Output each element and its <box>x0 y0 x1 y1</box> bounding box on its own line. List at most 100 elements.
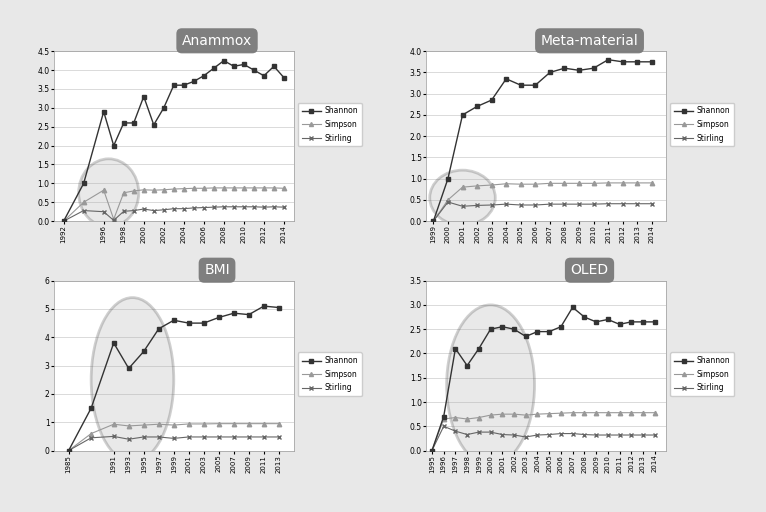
Stirling <box>568 431 578 437</box>
Simpson <box>458 184 467 190</box>
Simpson <box>574 180 584 186</box>
Simpson <box>647 180 656 186</box>
Shannon <box>451 346 460 352</box>
Stirling <box>139 206 149 212</box>
Simpson <box>109 216 118 222</box>
Line: Simpson: Simpson <box>430 411 657 453</box>
Stirling <box>124 436 133 442</box>
Simpson <box>139 187 149 193</box>
Shannon <box>99 109 108 115</box>
Stirling <box>618 201 627 207</box>
Shannon <box>280 75 289 81</box>
Simpson <box>604 180 613 186</box>
Legend: Shannon, Simpson, Stirling: Shannon, Simpson, Stirling <box>298 352 362 396</box>
Shannon <box>498 324 507 330</box>
Stirling <box>239 204 248 210</box>
Shannon <box>189 78 198 84</box>
Simpson <box>124 423 133 429</box>
Shannon <box>560 65 569 71</box>
Stirling <box>556 431 565 437</box>
Shannon <box>64 447 74 454</box>
Simpson <box>179 185 188 191</box>
Simpson <box>531 181 540 187</box>
Shannon <box>487 97 496 103</box>
Stirling <box>159 207 169 213</box>
Simpson <box>139 422 149 428</box>
Shannon <box>521 333 530 339</box>
Shannon <box>199 320 208 326</box>
Shannon <box>556 324 565 330</box>
Text: Meta-material: Meta-material <box>541 34 638 48</box>
Simpson <box>650 410 660 416</box>
Stirling <box>189 205 198 211</box>
Simpson <box>99 187 108 193</box>
Shannon <box>647 59 656 65</box>
Legend: Shannon, Simpson, Stirling: Shannon, Simpson, Stirling <box>670 352 735 396</box>
Simpson <box>280 185 289 191</box>
Stirling <box>280 204 289 210</box>
Shannon <box>429 218 438 224</box>
Shannon <box>154 326 163 332</box>
Simpson <box>444 197 453 203</box>
Simpson <box>214 420 224 426</box>
Stirling <box>64 447 74 454</box>
Stirling <box>498 432 507 438</box>
Shannon <box>463 362 472 369</box>
Stirling <box>229 434 238 440</box>
Stirling <box>633 201 642 207</box>
Simpson <box>219 185 228 191</box>
Line: Shannon: Shannon <box>61 58 286 223</box>
Shannon <box>615 321 624 327</box>
Simpson <box>451 415 460 421</box>
Simpson <box>618 180 627 186</box>
Simpson <box>545 180 555 186</box>
Simpson <box>603 410 612 416</box>
Shannon <box>591 319 601 325</box>
Stirling <box>533 432 542 438</box>
Shannon <box>545 329 554 335</box>
Simpson <box>487 182 496 188</box>
Simpson <box>560 180 569 186</box>
Stirling <box>260 204 269 210</box>
Shannon <box>119 120 129 126</box>
Shannon <box>239 61 248 68</box>
Stirling <box>486 429 495 435</box>
Stirling <box>580 432 589 438</box>
Stirling <box>109 217 118 223</box>
Simpson <box>486 412 495 418</box>
Simpson <box>169 422 178 428</box>
Simpson <box>463 416 472 422</box>
Legend: Shannon, Simpson, Stirling: Shannon, Simpson, Stirling <box>670 102 735 146</box>
Shannon <box>568 304 578 310</box>
Stirling <box>169 435 178 441</box>
Shannon <box>179 82 188 88</box>
Simpson <box>591 410 601 416</box>
Stirling <box>531 202 540 208</box>
Stirling <box>604 201 613 207</box>
Simpson <box>545 411 554 417</box>
Shannon <box>87 405 96 411</box>
Shannon <box>274 305 283 311</box>
Shannon <box>169 82 178 88</box>
Shannon <box>260 303 269 309</box>
Line: Simpson: Simpson <box>61 186 286 223</box>
Stirling <box>129 207 139 214</box>
Ellipse shape <box>79 159 139 227</box>
Ellipse shape <box>91 297 174 462</box>
Simpson <box>627 410 636 416</box>
Stirling <box>249 204 258 210</box>
Simpson <box>509 411 519 417</box>
Stirling <box>487 202 496 208</box>
Stirling <box>429 218 438 224</box>
Line: Shannon: Shannon <box>67 304 281 453</box>
Stirling <box>545 432 554 438</box>
Shannon <box>219 57 228 63</box>
Simpson <box>638 410 647 416</box>
Stirling <box>427 447 437 454</box>
Shannon <box>627 319 636 325</box>
Stirling <box>179 206 188 212</box>
Simpson <box>119 190 129 196</box>
Simpson <box>199 421 208 427</box>
Shannon <box>79 180 88 186</box>
Simpson <box>79 199 88 205</box>
